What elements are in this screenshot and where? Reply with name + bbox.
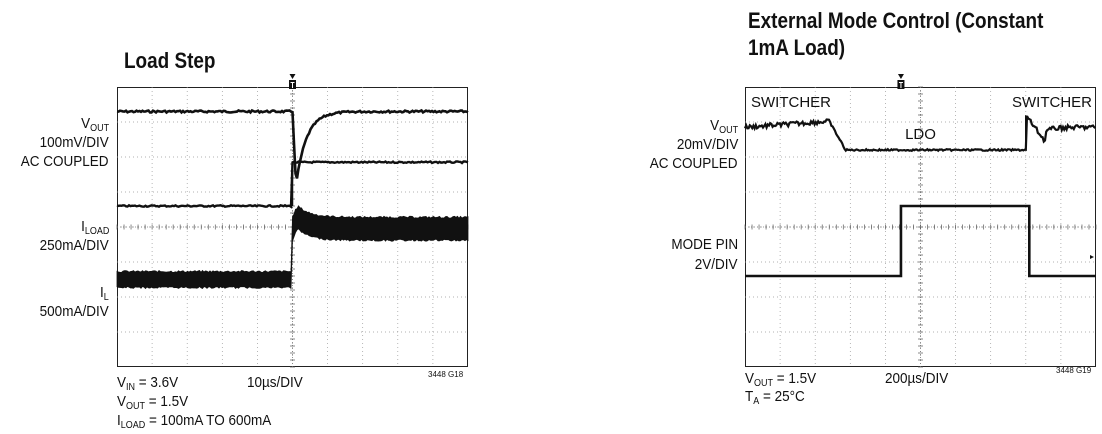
scope-screen-load-step (116, 74, 469, 368)
chart-title-load-step: Load Step (124, 48, 216, 73)
vout-scale: 100mV/DIV (39, 134, 109, 151)
annotation-switcher: SWITCHER (751, 94, 831, 111)
right-trigger-arrow (897, 74, 904, 79)
cond2-vout: VOUT = 1.5V (745, 370, 817, 389)
right-edge-marker (1090, 255, 1094, 259)
trace-vout (116, 108, 469, 179)
figure-id-right: 3448 G19 (1056, 366, 1092, 375)
figure-id-left: 3448 G18 (428, 370, 464, 379)
cond2-ta: TA = 25°C (745, 388, 805, 407)
il-label: IL (100, 284, 109, 303)
vout-label: VOUT (80, 115, 109, 134)
vout2-coupling: AC COUPLED (650, 155, 738, 172)
annotation-ldo: LDO (905, 126, 936, 143)
il-scale: 500mA/DIV (39, 303, 109, 320)
mode-pin-label: MODE PIN (671, 236, 738, 253)
annotation-switcher: SWITCHER (1012, 94, 1092, 111)
trace-il (116, 205, 469, 290)
timebase-left: 10µs/DIV (247, 374, 303, 391)
trace-mode-pin (745, 204, 1096, 278)
vout2-scale: 20mV/DIV (676, 136, 738, 153)
cond-iload: ILOAD = 100mA TO 600mA (117, 412, 272, 431)
iload-label: ILOAD (80, 218, 109, 237)
iload-scale: 250mA/DIV (39, 237, 109, 254)
chart-title-line2: 1mA Load) (748, 35, 846, 60)
mode-pin-scale: 2V/DIV (695, 256, 738, 273)
scope-screen-mode-control: SWITCHER LDO SWITCHER (743, 74, 1097, 368)
trace-vout-mode (743, 115, 1097, 153)
vout-coupling: AC COUPLED (21, 153, 109, 170)
chart-title-line1: External Mode Control (Constant (748, 8, 1044, 33)
left-trigger-arrow (289, 74, 296, 79)
cond-vout: VOUT = 1.5V (117, 393, 189, 412)
timebase-right: 200µs/DIV (885, 370, 949, 387)
vout2-label: VOUT (709, 117, 738, 136)
cond-vin: VIN = 3.6V (117, 374, 179, 393)
